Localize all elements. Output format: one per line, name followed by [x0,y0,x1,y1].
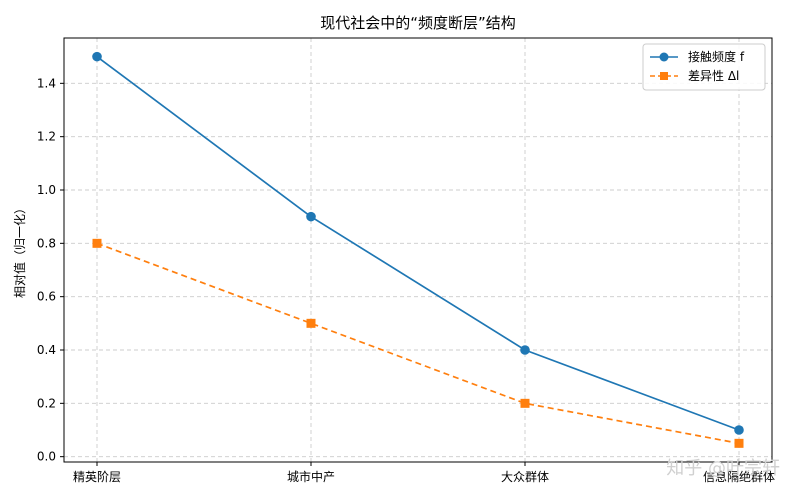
data-point-series-2 [734,438,744,448]
y-ticks: 0.0 0.2 0.4 0.6 0.8 1.0 1.2 1.4 [37,76,64,464]
data-point-series-2 [520,398,530,408]
series-line-2 [96,242,740,445]
chart-title: 现代社会中的“频度断层”结构 [320,14,516,32]
x-tick-label: 大众群体 [501,470,549,484]
data-point-series-1 [520,345,530,355]
data-point-series-2 [306,318,316,328]
series-layer [92,51,744,448]
x-ticks: 精英阶层 城市中产 大众群体 信息隔绝群体 [73,462,775,484]
data-point-series-1 [734,425,744,435]
legend-marker-series-1 [659,52,669,62]
y-tick-label: 1.4 [37,76,56,90]
data-point-series-1 [92,51,102,62]
y-tick-label: 0.6 [37,290,56,304]
y-tick-label: 0.8 [37,236,56,250]
legend-marker-series-2 [660,72,668,80]
x-tick-label: 城市中产 [287,469,335,484]
legend-box [642,43,766,91]
data-point-series-1 [306,211,316,222]
y-tick-label: 1.0 [37,183,56,197]
legend: 接触频度 f 差异性 Δl [642,43,766,91]
series-line-1 [96,55,740,431]
data-point-series-2 [92,238,102,248]
legend-label-series-1: 接触频度 f [688,49,745,64]
y-tick-label: 1.2 [37,130,56,144]
grid [64,38,772,462]
y-tick-label: 0.0 [37,450,56,464]
y-axis-label: 相对值（归一化） [12,202,27,298]
legend-label-series-2: 差异性 Δl [688,69,739,83]
y-tick-label: 0.4 [37,343,56,357]
x-tick-label: 精英阶层 [73,470,121,484]
watermark: 知乎 @叶宗轩 [666,458,780,479]
x-tick-label: 信息隔绝群体 [703,469,775,484]
y-tick-label: 0.2 [37,396,56,410]
plot-frame [63,37,773,463]
